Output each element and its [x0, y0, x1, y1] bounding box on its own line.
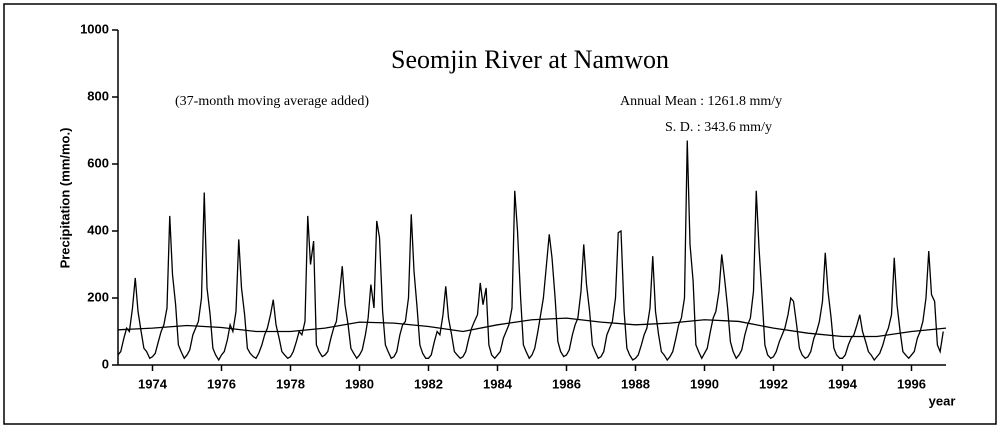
x-tick-label: 1980 [345, 376, 374, 391]
y-tick-label: 800 [87, 88, 109, 103]
x-tick-label: 1988 [621, 376, 650, 391]
x-tick-label: 1974 [138, 376, 168, 391]
x-tick-label: 1986 [552, 376, 581, 391]
x-tick-label: 1978 [276, 376, 305, 391]
y-tick-label: 0 [102, 356, 109, 371]
x-tick-label: 1994 [828, 376, 858, 391]
annotation: (37-month moving average added) [175, 94, 369, 109]
x-tick-label: 1984 [483, 376, 513, 391]
annotation: S. D. : 343.6 mm/y [665, 120, 772, 135]
data-line [117, 140, 944, 362]
y-tick-label: 1000 [80, 21, 109, 36]
chart-title: Seomjin River at Namwon [391, 45, 669, 74]
y-axis-label: Precipitation (mm/mo.) [57, 128, 72, 269]
frame [3, 3, 997, 425]
y-tick-label: 400 [87, 222, 109, 237]
y-tick-label: 600 [87, 155, 109, 170]
x-tick-label: 1992 [759, 376, 788, 391]
annotation: Annual Mean : 1261.8 mm/y [620, 94, 782, 109]
x-tick-label: 1976 [207, 376, 236, 391]
x-tick-label: 1982 [414, 376, 443, 391]
y-tick-label: 200 [87, 289, 109, 304]
x-tick-label: 1990 [690, 376, 719, 391]
data-line [117, 317, 947, 338]
x-tick-label: 1996 [897, 376, 926, 391]
x-axis-label: year [929, 393, 956, 408]
